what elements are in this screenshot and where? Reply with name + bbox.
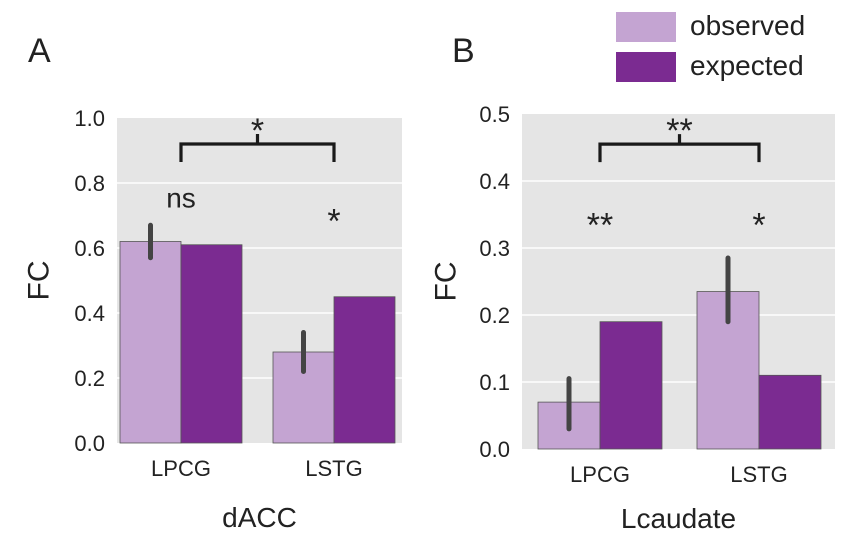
significance-marker: ** [587,207,613,245]
panel-label: B [452,32,475,70]
y-tick-label: 0.5 [479,102,510,127]
legend-swatch-observed [616,12,676,42]
y-axis-label: FC [430,262,463,302]
significance-bracket [598,134,761,163]
x-tick-label: LPCG [570,462,630,487]
y-axis-label: FC [23,261,56,301]
bar-expected [180,244,243,444]
ns-annotation: ns [166,182,196,213]
bar-expected [333,296,396,444]
y-tick-label: 1.0 [74,106,105,131]
y-tick-label: 0.0 [479,437,510,462]
y-tick-label: 0.1 [479,370,510,395]
significance-bracket [179,134,336,162]
y-tick-label: 0.8 [74,171,105,196]
significance-marker: * [251,112,264,150]
y-tick-label: 0.6 [74,236,105,261]
y-tick-label: 0.2 [479,303,510,328]
significance-marker: ** [666,112,692,150]
y-tick-label: 0.4 [74,301,105,326]
y-tick-label: 0.0 [74,431,105,456]
x-tick-label: LSTG [730,462,787,487]
y-tick-label: 0.2 [74,366,105,391]
legend-swatch-expected [616,52,676,82]
y-tick-label: 0.4 [479,169,510,194]
significance-marker: * [327,202,340,240]
bar-observed [119,241,182,444]
panel-label: A [28,32,51,70]
y-tick-label: 0.3 [479,236,510,261]
x-axis-label: Lcaudate [621,503,736,534]
bar-expected [599,321,663,450]
bar-expected [758,374,822,450]
x-tick-label: LPCG [151,456,211,481]
x-tick-label: LSTG [305,456,362,481]
legend-label: observed [690,10,805,41]
significance-marker: * [752,207,765,245]
x-axis-label: dACC [222,502,297,533]
legend-label: expected [690,50,804,81]
